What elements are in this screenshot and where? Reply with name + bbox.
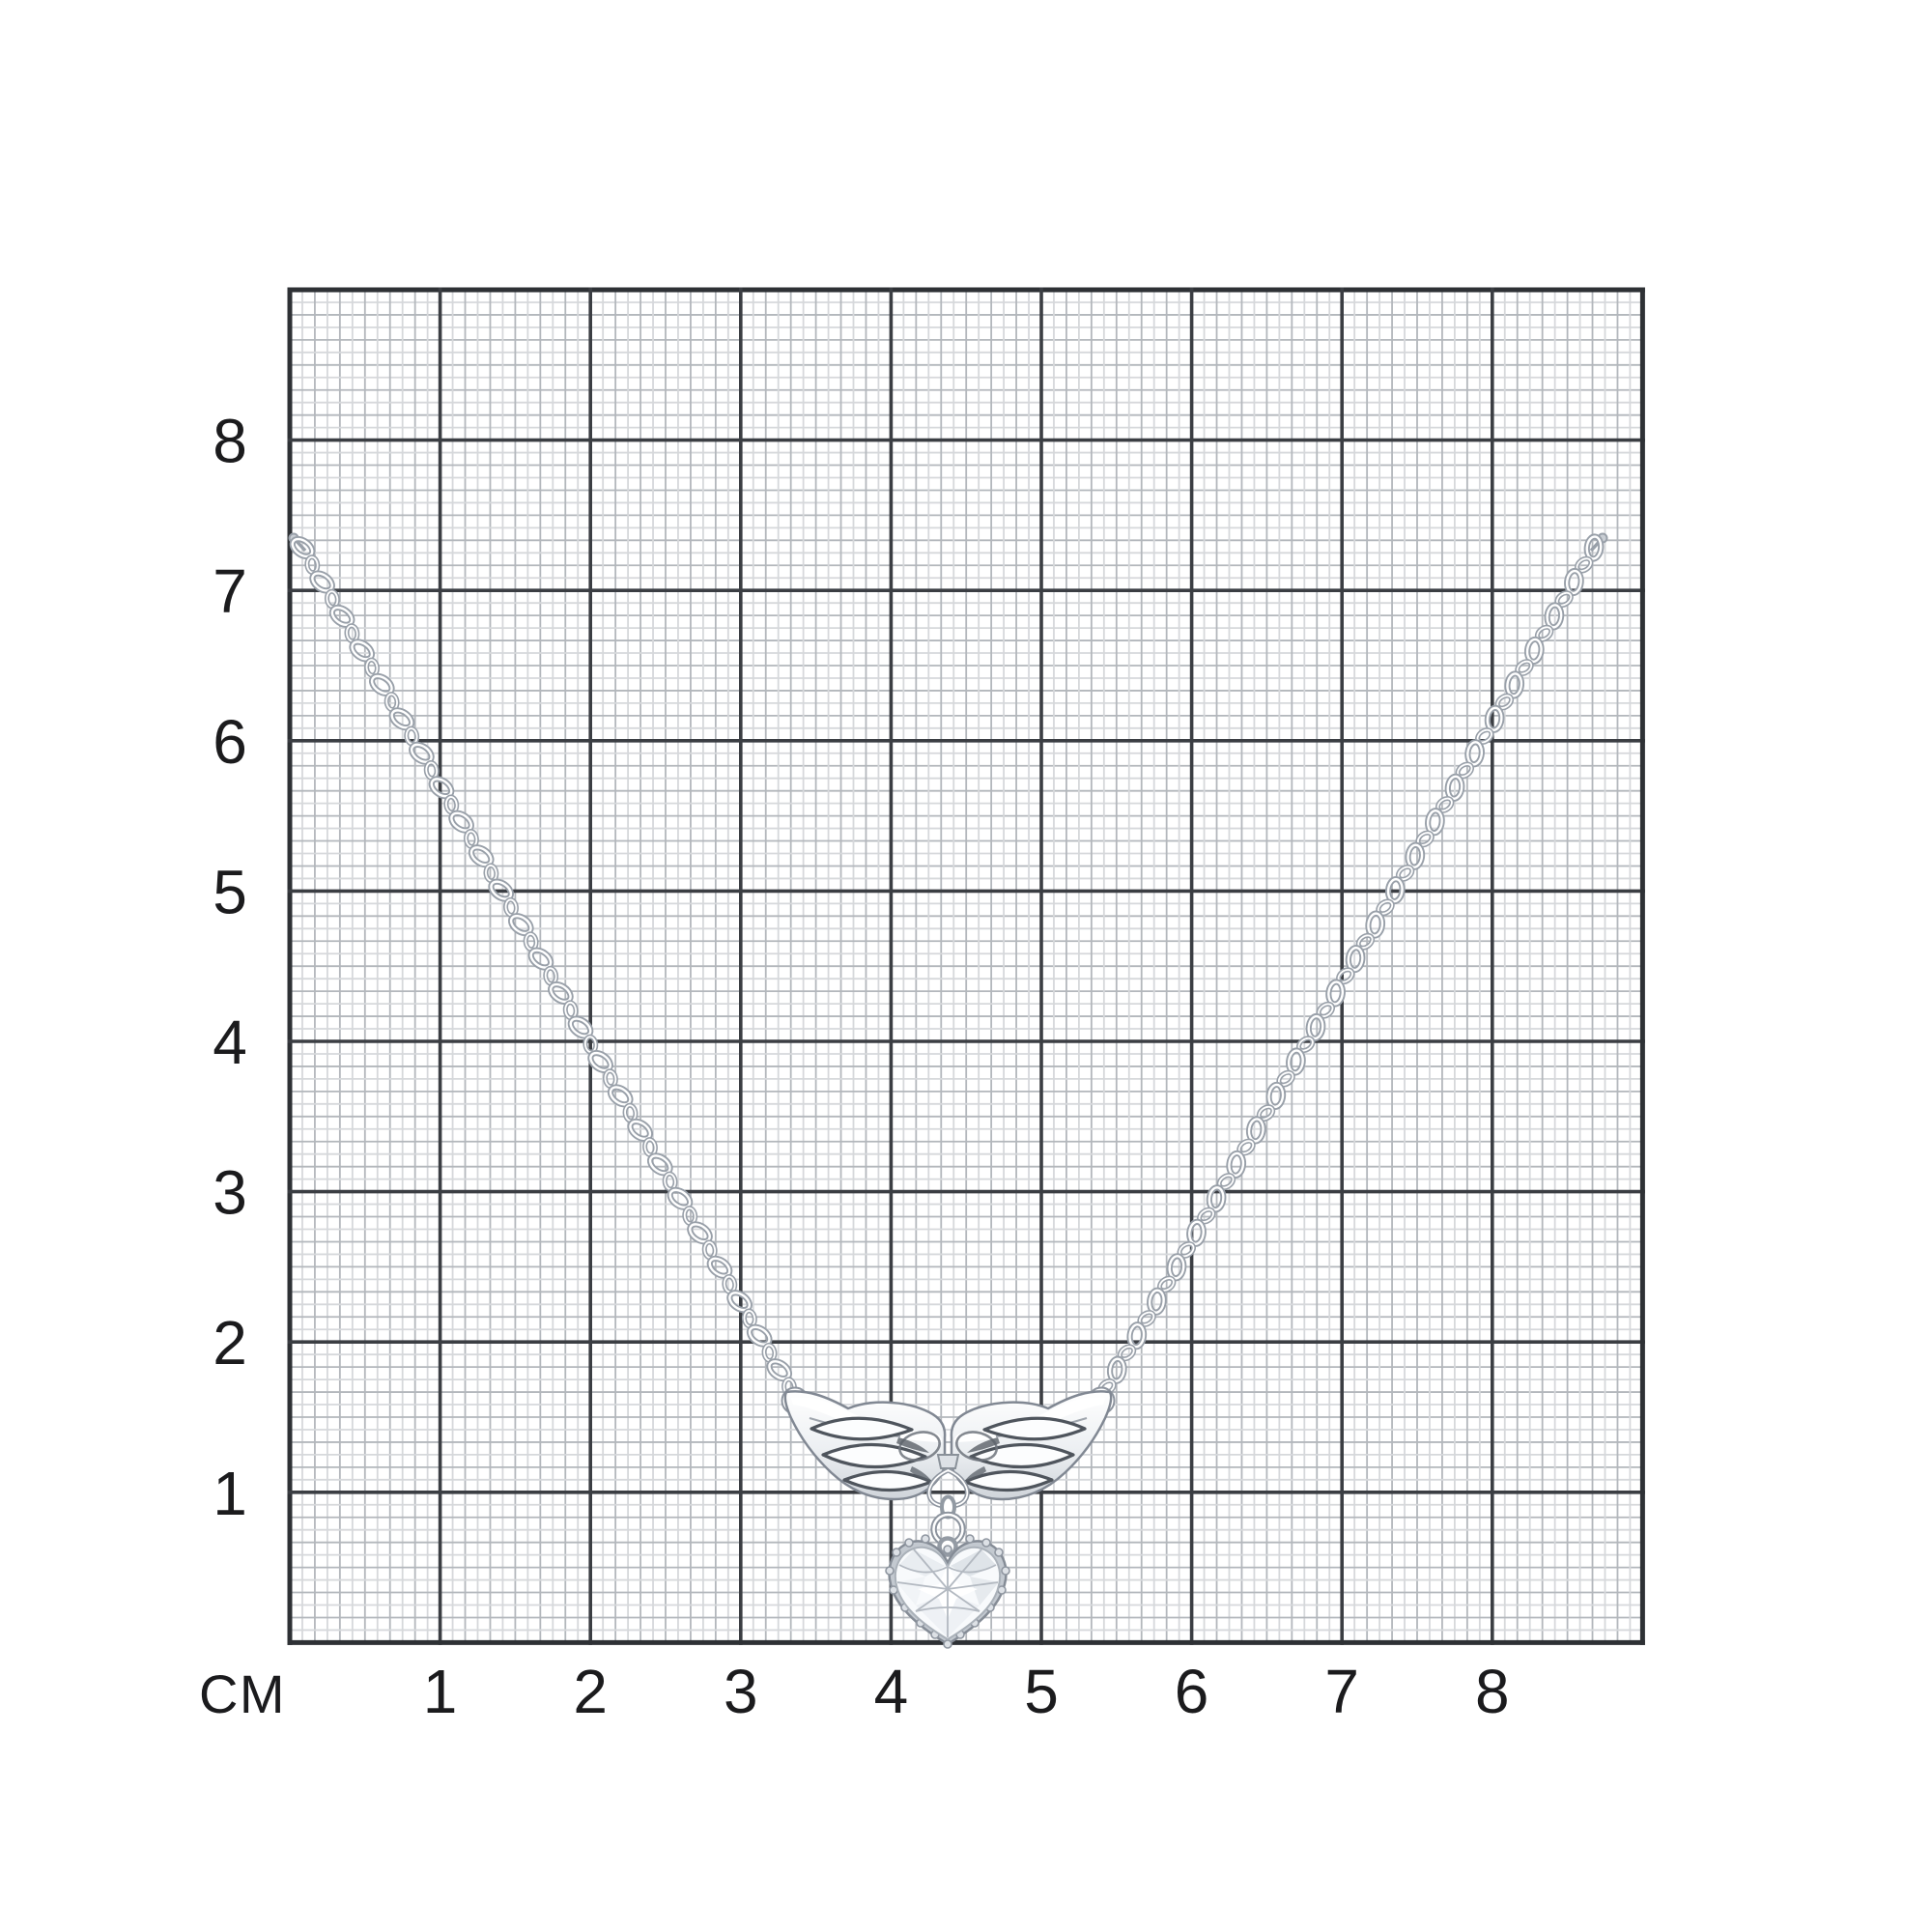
facet-line	[915, 1588, 949, 1612]
facet-line	[947, 1564, 997, 1574]
facet-line	[947, 1581, 999, 1590]
facet-line	[896, 1581, 949, 1590]
chain-link-highlight	[1327, 980, 1345, 1006]
x-tick-label: 6	[1175, 1657, 1209, 1726]
chain-link-highlight	[410, 743, 433, 763]
chain-link-highlight	[1347, 946, 1364, 972]
chain-link-highlight	[1426, 810, 1443, 835]
crown-prong	[994, 1548, 1004, 1557]
chain-link-highlight	[1585, 535, 1603, 560]
y-tick-label: 4	[213, 1008, 247, 1077]
chain-link-highlight	[1406, 843, 1424, 868]
chain-link-highlight	[1446, 775, 1463, 800]
chain-link-highlight	[768, 1360, 791, 1380]
chain-link-highlight	[549, 982, 572, 1004]
y-axis-tick-labels: 1 2 3 4 5 6 7 8	[213, 407, 247, 1528]
chain-link-highlight	[1367, 912, 1384, 937]
x-tick-label: 2	[573, 1657, 608, 1726]
chain-link-highlight	[689, 1223, 711, 1243]
chain-link-highlight	[1108, 1357, 1125, 1382]
y-tick-label: 3	[213, 1158, 247, 1228]
chain-link-highlight	[390, 709, 413, 729]
x-tick-label: 5	[1024, 1657, 1059, 1726]
angel-wings-pendant	[784, 1390, 1113, 1548]
chain-link-highlight	[1307, 1014, 1324, 1040]
chain-link-highlight	[629, 1120, 652, 1141]
crown-prong	[1001, 1566, 1010, 1576]
chain-link-highlight	[589, 1051, 612, 1072]
facet-line	[915, 1606, 980, 1612]
crown-prong	[904, 1538, 914, 1548]
necklace-photo	[288, 532, 1608, 1649]
chain-link-highlight	[291, 537, 314, 558]
facet-line	[947, 1588, 980, 1612]
chain-link-highlight	[1267, 1083, 1285, 1109]
chain-link-highlight	[1565, 569, 1582, 595]
x-tick-label: 3	[724, 1657, 758, 1726]
x-tick-label: 1	[423, 1657, 458, 1726]
chain-link-highlight	[1486, 706, 1503, 731]
crown-prong	[943, 1545, 952, 1554]
x-tick-label: 8	[1475, 1657, 1510, 1726]
facet-line	[913, 1548, 949, 1590]
chain-right-side	[1097, 532, 1608, 1396]
x-tick-label: 4	[874, 1657, 909, 1726]
crown-prong	[943, 1639, 952, 1649]
crown-prong	[892, 1548, 901, 1557]
chain-link-highlight	[1525, 638, 1543, 664]
chain-link-highlight	[1228, 1151, 1245, 1178]
heart-gemstone-pendant	[885, 1534, 1010, 1649]
chain-link-highlight	[311, 572, 334, 592]
crown-prong	[981, 1538, 991, 1548]
chain-link-highlight	[509, 914, 532, 935]
y-tick-label: 2	[213, 1308, 247, 1378]
chain-link-highlight	[1466, 741, 1484, 766]
chain-link-highlight	[1386, 877, 1404, 903]
stone-facet-lines	[896, 1548, 999, 1637]
chain-link-highlight	[1208, 1186, 1225, 1211]
y-tick-label: 1	[213, 1459, 247, 1528]
crown-prong	[965, 1534, 975, 1544]
chain-link-highlight	[569, 1017, 592, 1037]
y-tick-label: 6	[213, 707, 247, 777]
center-connector	[936, 1454, 960, 1469]
chain-link-highlight	[529, 949, 553, 969]
chain-link-highlight	[1247, 1118, 1264, 1143]
chain-link-highlight	[351, 640, 374, 661]
y-tick-label: 8	[213, 407, 247, 476]
chain-link-highlight	[450, 811, 473, 832]
chain-link-highlight	[1506, 672, 1523, 697]
chain-link-highlight	[330, 606, 354, 627]
chain-link-highlight	[370, 674, 393, 696]
chain-link-highlight	[609, 1086, 632, 1106]
crown-prong	[885, 1566, 895, 1576]
facet-line	[898, 1564, 949, 1574]
crown-prong	[921, 1534, 930, 1544]
chain-link-highlight	[490, 880, 513, 900]
chain-link-highlight	[728, 1292, 752, 1312]
y-tick-label: 5	[213, 857, 247, 926]
facet-line	[947, 1548, 982, 1590]
chain-link-highlight	[1546, 604, 1563, 629]
chain-link-highlight	[648, 1154, 671, 1175]
left-wing	[784, 1390, 946, 1500]
chain-link-highlight	[1128, 1323, 1146, 1349]
chain-link-highlight	[748, 1325, 771, 1346]
chain-link-highlight	[469, 846, 493, 867]
x-tick-label: 7	[1324, 1657, 1359, 1726]
x-axis-tick-labels: 1 2 3 4 5 6 7 8	[423, 1657, 1510, 1726]
chain-left-side	[288, 532, 797, 1398]
y-tick-label: 7	[213, 556, 247, 626]
chain-link-highlight	[1148, 1289, 1165, 1314]
chain-link-highlight	[668, 1188, 692, 1208]
chain-link-highlight	[1287, 1049, 1304, 1074]
chain-link-highlight	[1188, 1220, 1205, 1245]
chain-link-highlight	[430, 778, 453, 798]
unit-label-cm: СМ	[199, 1663, 286, 1724]
right-wing	[952, 1390, 1113, 1500]
chain-link-highlight	[1168, 1255, 1185, 1280]
chain-link-highlight	[708, 1257, 731, 1277]
